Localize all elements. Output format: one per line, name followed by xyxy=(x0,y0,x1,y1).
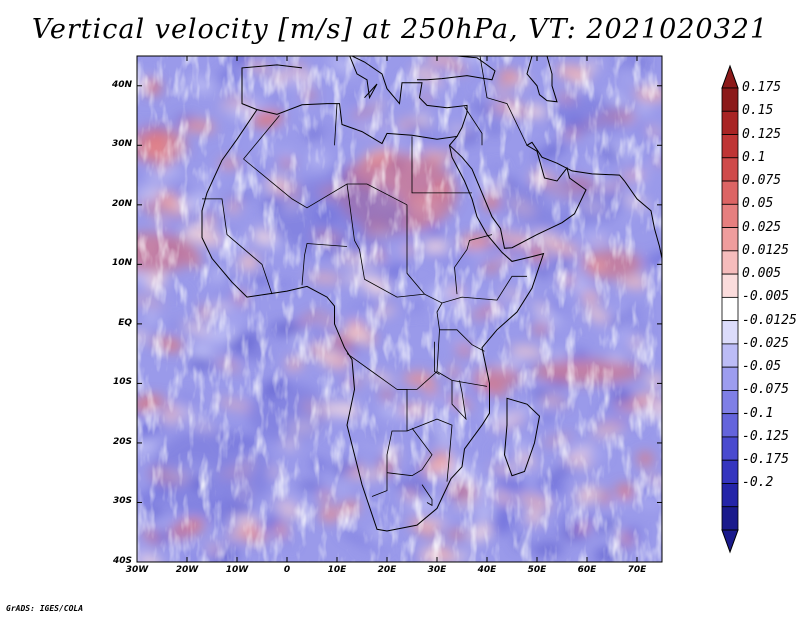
lat-label: EQ xyxy=(118,317,132,328)
lon-label: 10W xyxy=(225,565,249,575)
border-2 xyxy=(406,204,425,295)
caspian-coast xyxy=(526,56,558,103)
lon-label: 0 xyxy=(283,565,291,575)
border-6 xyxy=(202,198,273,295)
lon-label: 20W xyxy=(175,565,199,575)
colorbar-box xyxy=(721,87,739,112)
colorbar-box xyxy=(721,273,739,298)
colorbar-box xyxy=(721,203,739,228)
border-10 xyxy=(436,302,443,330)
lat-label: 30N xyxy=(111,139,132,150)
border-16 xyxy=(421,484,433,507)
lon-label: 20E xyxy=(377,565,397,575)
colorbar xyxy=(721,64,739,554)
lon-label: 30W xyxy=(125,565,149,575)
colorbar-label: 0.0125 xyxy=(742,242,789,258)
colorbar-label: 0.005 xyxy=(742,266,782,282)
colorbar-label: 0.05 xyxy=(742,196,774,212)
lon-label: 70E xyxy=(627,565,647,575)
colorbar-box xyxy=(721,134,739,159)
lat-label: 40N xyxy=(111,79,132,90)
border-12 xyxy=(386,427,433,477)
colorbar-top-arrow xyxy=(721,64,739,89)
border-3 xyxy=(411,136,472,194)
colorbar-box xyxy=(721,343,739,368)
border-13 xyxy=(451,380,467,421)
colorbar-bottom-arrow xyxy=(721,529,739,554)
colorbar-box xyxy=(721,296,739,322)
field-layer xyxy=(137,56,662,562)
tick-marks xyxy=(136,56,662,563)
lon-label: 10E xyxy=(327,565,347,575)
colorbar-label: 0.1 xyxy=(742,149,766,165)
border-18 xyxy=(479,56,528,146)
lon-label: 30E xyxy=(427,565,447,575)
colorbar-box xyxy=(721,366,739,391)
border-5 xyxy=(243,115,280,160)
colorbar-box xyxy=(721,320,739,345)
lat-label: 10N xyxy=(111,258,132,269)
colorbar-box xyxy=(721,390,739,415)
colorbar-label: 0.075 xyxy=(742,173,782,189)
lat-label: 10S xyxy=(112,377,132,388)
colorbar-box xyxy=(721,110,739,135)
colorbar-label: 0.025 xyxy=(742,219,782,235)
madagascar-coastline xyxy=(503,397,541,477)
colorbar-label: -0.125 xyxy=(742,428,789,444)
colorbar-label: -0.075 xyxy=(742,382,789,398)
colorbar-box xyxy=(721,483,739,508)
border-11 xyxy=(406,418,453,482)
border-4 xyxy=(334,103,338,146)
lat-label: 20N xyxy=(111,198,132,209)
colorbar-label: 0.15 xyxy=(742,103,774,119)
lat-label: 30S xyxy=(112,496,132,507)
lat-label: 40S xyxy=(112,556,132,566)
colorbar-box xyxy=(721,436,739,461)
arabia-asia-coastline xyxy=(449,141,662,259)
colorbar-label: -0.175 xyxy=(742,452,789,468)
chart-title: Vertical velocity [m/s] at 250hPa, VT: 2… xyxy=(31,14,769,45)
grads-credit: GrADS: IGES/COLA xyxy=(6,604,84,613)
lat-label: 20S xyxy=(112,436,132,447)
iberia-coastline xyxy=(241,64,303,111)
colorbar-box xyxy=(721,227,739,252)
lon-label: 40E xyxy=(477,565,497,575)
plot-frame xyxy=(136,55,663,563)
colorbar-label: -0.05 xyxy=(742,359,782,375)
colorbar-label: -0.2 xyxy=(742,475,774,491)
colorbar-label: 0.125 xyxy=(742,126,782,142)
colorbar-box xyxy=(721,413,739,438)
colorbar-box xyxy=(721,250,739,275)
colorbar-box xyxy=(721,506,739,531)
coastline-layer xyxy=(201,56,662,532)
colorbar-box xyxy=(721,157,739,182)
colorbar-label: -0.0125 xyxy=(742,312,797,328)
colorbar-label: -0.1 xyxy=(742,405,774,421)
colorbar-box xyxy=(721,180,739,205)
lon-label: 60E xyxy=(577,565,597,575)
colorbar-label: -0.005 xyxy=(742,289,789,305)
colorbar-label: -0.025 xyxy=(742,335,789,351)
mediterranean-north-coast xyxy=(349,56,468,137)
colorbar-box xyxy=(721,459,739,484)
africa-coastline xyxy=(201,103,545,532)
border-17 xyxy=(454,234,493,295)
colorbar-label: 0.175 xyxy=(742,80,782,95)
border-14 xyxy=(436,371,488,387)
border-0 xyxy=(243,158,408,209)
lon-label: 50E xyxy=(527,565,547,575)
border-19 xyxy=(464,106,483,146)
border-7 xyxy=(301,243,348,286)
border-15 xyxy=(434,341,440,375)
